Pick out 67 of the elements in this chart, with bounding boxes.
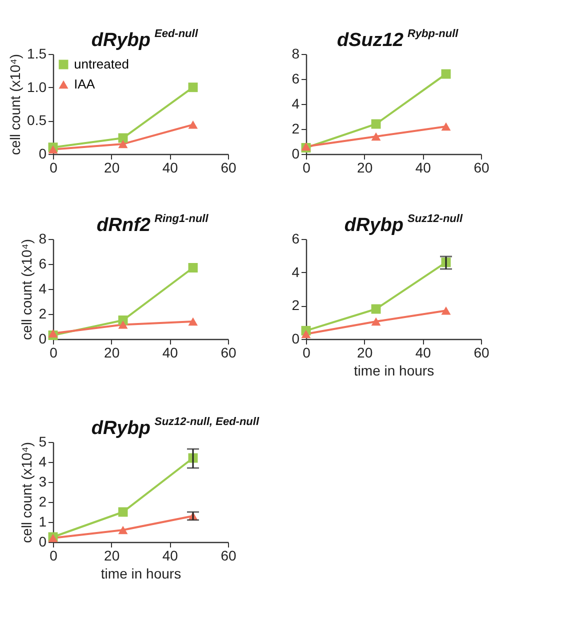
x-axis-title: time in hours <box>100 566 182 582</box>
x-tick-label: 0 <box>50 160 58 176</box>
y-tick-label: 4 <box>38 454 47 470</box>
y-axis-title: cell count (x10⁴) <box>18 239 35 340</box>
x-tick-label: 40 <box>415 344 432 360</box>
point <box>441 69 451 79</box>
point <box>188 263 198 272</box>
x-tick-label: 0 <box>50 344 58 360</box>
x-tick-label: 20 <box>357 344 373 360</box>
point <box>48 329 58 338</box>
point <box>371 132 381 141</box>
point <box>188 317 198 326</box>
x-tick-label: 0 <box>302 160 311 176</box>
x-tick-label: 60 <box>220 548 236 564</box>
legend-label: untreated <box>74 56 129 72</box>
y-tick-label: 6 <box>38 256 47 272</box>
point <box>371 119 381 129</box>
point <box>118 320 128 329</box>
x-tick-label: 60 <box>474 160 490 176</box>
point <box>371 304 381 314</box>
x-tick-label: 20 <box>104 160 120 176</box>
y-tick-label: 8 <box>292 46 300 62</box>
x-tick-label: 0 <box>302 344 311 360</box>
y-tick-label: 8 <box>38 230 47 246</box>
y-tick-label: 5 <box>38 434 47 450</box>
y-tick-label: 0 <box>292 330 300 346</box>
y-tick-label: 6 <box>292 230 300 246</box>
y-tick-label: 4 <box>292 264 300 280</box>
x-tick-label: 40 <box>415 160 432 176</box>
legend-label: IAA <box>74 76 96 92</box>
x-tick-label: 0 <box>50 548 58 564</box>
y-tick-label: 0.5 <box>27 112 47 128</box>
point <box>188 82 198 92</box>
x-tick-label: 20 <box>104 548 120 564</box>
y-tick-label: 0 <box>38 146 47 162</box>
y-axis-title: cell count (x10⁴) <box>18 442 35 543</box>
x-tick-label: 60 <box>220 344 236 360</box>
y-tick-label: 1 <box>38 514 47 530</box>
y-tick-label: 2 <box>292 297 300 314</box>
y-tick-label: 0 <box>292 146 300 162</box>
point <box>118 526 128 534</box>
x-tick-label: 40 <box>162 344 178 360</box>
y-tick-label: 6 <box>292 70 300 86</box>
y-tick-label: 4 <box>38 280 47 296</box>
x-axis-title: time in hours <box>354 362 434 378</box>
point <box>118 507 128 517</box>
point <box>118 140 128 148</box>
y-tick-label: 0 <box>38 330 47 346</box>
x-tick-label: 20 <box>357 160 373 176</box>
x-tick-label: 60 <box>474 344 490 360</box>
point <box>441 306 451 315</box>
y-tick-label: 2 <box>292 120 300 136</box>
y-axis-title: cell count (x10⁴) <box>7 54 24 155</box>
x-tick-label: 20 <box>104 344 120 360</box>
x-tick-label: 60 <box>220 160 236 176</box>
y-tick-label: 1.0 <box>27 78 47 95</box>
y-tick-label: 4 <box>292 96 300 112</box>
y-tick-label: 3 <box>38 474 47 490</box>
y-tick-label: 0 <box>38 534 47 550</box>
point <box>441 122 451 131</box>
point <box>188 120 198 129</box>
x-tick-label: 40 <box>162 548 178 564</box>
x-tick-label: 40 <box>162 160 178 176</box>
y-tick-label: 1.5 <box>27 46 47 62</box>
point <box>371 317 381 326</box>
y-tick-label: 2 <box>38 306 47 322</box>
y-tick-label: 2 <box>38 494 47 510</box>
